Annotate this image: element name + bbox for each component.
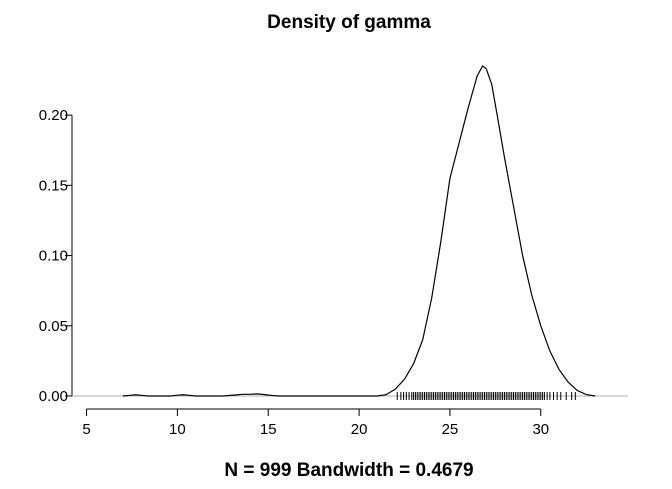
rug-marks <box>396 392 576 400</box>
density-line <box>122 65 596 397</box>
x-tick-label: 10 <box>169 421 186 438</box>
y-axis: 0.00 0.05 0.10 0.15 0.20 <box>39 107 73 405</box>
x-tick-label: 5 <box>82 421 90 438</box>
chart-title: Density of gamma <box>267 12 431 33</box>
y-tick-label: 0.10 <box>39 248 68 265</box>
x-tick-label: 25 <box>442 421 459 438</box>
x-axis-label: N = 999 Bandwidth = 0.4679 <box>224 460 473 481</box>
y-tick-label: 0.15 <box>39 177 68 194</box>
y-tick-label: 0.20 <box>39 107 68 124</box>
x-tick-label: 20 <box>351 421 368 438</box>
y-tick-label: 0.00 <box>39 388 68 405</box>
x-tick-label: 30 <box>532 421 549 438</box>
y-tick-label: 0.05 <box>39 318 68 335</box>
x-axis: 5 10 15 20 25 30 <box>82 408 549 438</box>
x-tick-label: 15 <box>260 421 277 438</box>
